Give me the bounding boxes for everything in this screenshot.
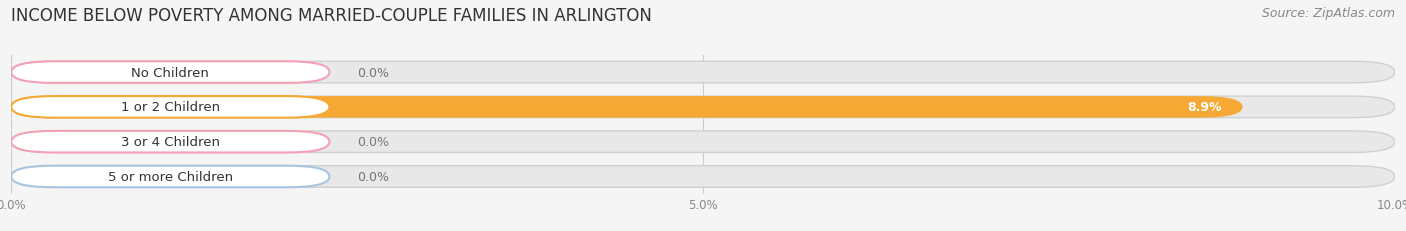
Text: 0.0%: 0.0%	[357, 136, 389, 149]
Text: 3 or 4 Children: 3 or 4 Children	[121, 136, 219, 149]
FancyBboxPatch shape	[11, 62, 329, 83]
Text: INCOME BELOW POVERTY AMONG MARRIED-COUPLE FAMILIES IN ARLINGTON: INCOME BELOW POVERTY AMONG MARRIED-COUPL…	[11, 7, 652, 25]
FancyBboxPatch shape	[11, 62, 1395, 83]
Text: 5 or more Children: 5 or more Children	[108, 170, 233, 183]
FancyBboxPatch shape	[11, 131, 1395, 153]
Text: 8.9%: 8.9%	[1187, 101, 1222, 114]
Text: 0.0%: 0.0%	[357, 66, 389, 79]
FancyBboxPatch shape	[11, 97, 1395, 118]
Text: Source: ZipAtlas.com: Source: ZipAtlas.com	[1261, 7, 1395, 20]
FancyBboxPatch shape	[11, 97, 1243, 118]
Text: No Children: No Children	[131, 66, 209, 79]
FancyBboxPatch shape	[11, 131, 329, 153]
FancyBboxPatch shape	[11, 166, 1395, 187]
FancyBboxPatch shape	[11, 166, 329, 187]
Text: 0.0%: 0.0%	[357, 170, 389, 183]
FancyBboxPatch shape	[11, 97, 329, 118]
Text: 1 or 2 Children: 1 or 2 Children	[121, 101, 219, 114]
